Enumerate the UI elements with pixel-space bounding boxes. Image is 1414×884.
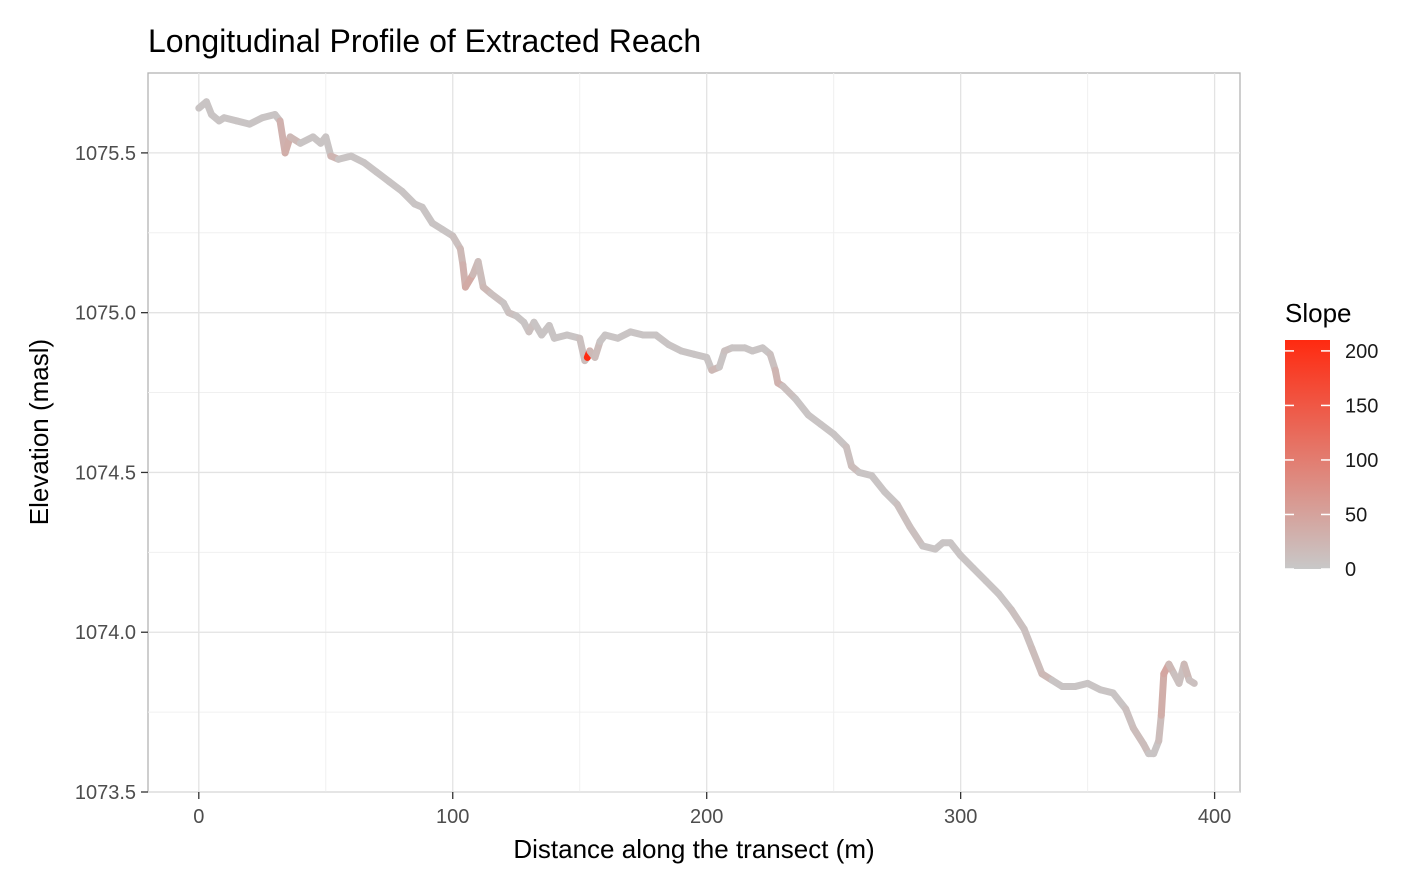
minor-gridlines — [148, 73, 1240, 792]
profile-segment — [1155, 711, 1165, 745]
legend-tick-label: 150 — [1345, 395, 1378, 417]
y-tick-label: 1075.0 — [75, 303, 136, 325]
profile-segment — [906, 523, 927, 550]
x-tick-label: 300 — [944, 806, 977, 828]
y-tick-label: 1073.5 — [75, 782, 136, 804]
y-tick-label: 1074.0 — [75, 622, 136, 644]
slope-legend: Slope 0 50 100 150 200 — [1285, 298, 1378, 581]
profile-segment — [1007, 606, 1028, 633]
x-tick-label: 0 — [193, 806, 204, 828]
y-axis-title: Elevation (masl) — [24, 339, 54, 525]
profile-segment — [474, 258, 487, 291]
x-axis-title: Distance along the transect (m) — [513, 834, 874, 864]
legend-tick-label: 0 — [1345, 559, 1356, 581]
major-gridlines — [148, 73, 1240, 793]
legend-colorbar — [1285, 340, 1330, 569]
x-axis-ticks: 0 100 200 300 400 — [193, 792, 1231, 828]
legend-tick-label: 100 — [1345, 450, 1378, 472]
x-tick-label: 100 — [436, 806, 469, 828]
profile-line — [195, 98, 1198, 758]
y-axis-ticks: 1073.5 1074.0 1074.5 1075.0 1075.5 — [75, 143, 148, 804]
x-tick-label: 200 — [690, 806, 723, 828]
legend-tick-label: 200 — [1345, 341, 1378, 363]
x-tick-label: 400 — [1198, 806, 1231, 828]
profile-segment — [893, 500, 914, 531]
chart-title: Longitudinal Profile of Extracted Reach — [148, 23, 701, 59]
profile-segment — [1157, 670, 1168, 719]
profile-segment — [1185, 676, 1198, 687]
profile-segment — [1028, 644, 1046, 678]
legend-ticks: 0 50 100 150 200 — [1285, 341, 1378, 581]
y-tick-label: 1074.5 — [75, 462, 136, 484]
plot-panel — [147, 72, 1241, 793]
y-tick-label: 1075.5 — [75, 143, 136, 165]
legend-title: Slope — [1285, 298, 1352, 328]
legend-tick-label: 50 — [1345, 504, 1367, 526]
